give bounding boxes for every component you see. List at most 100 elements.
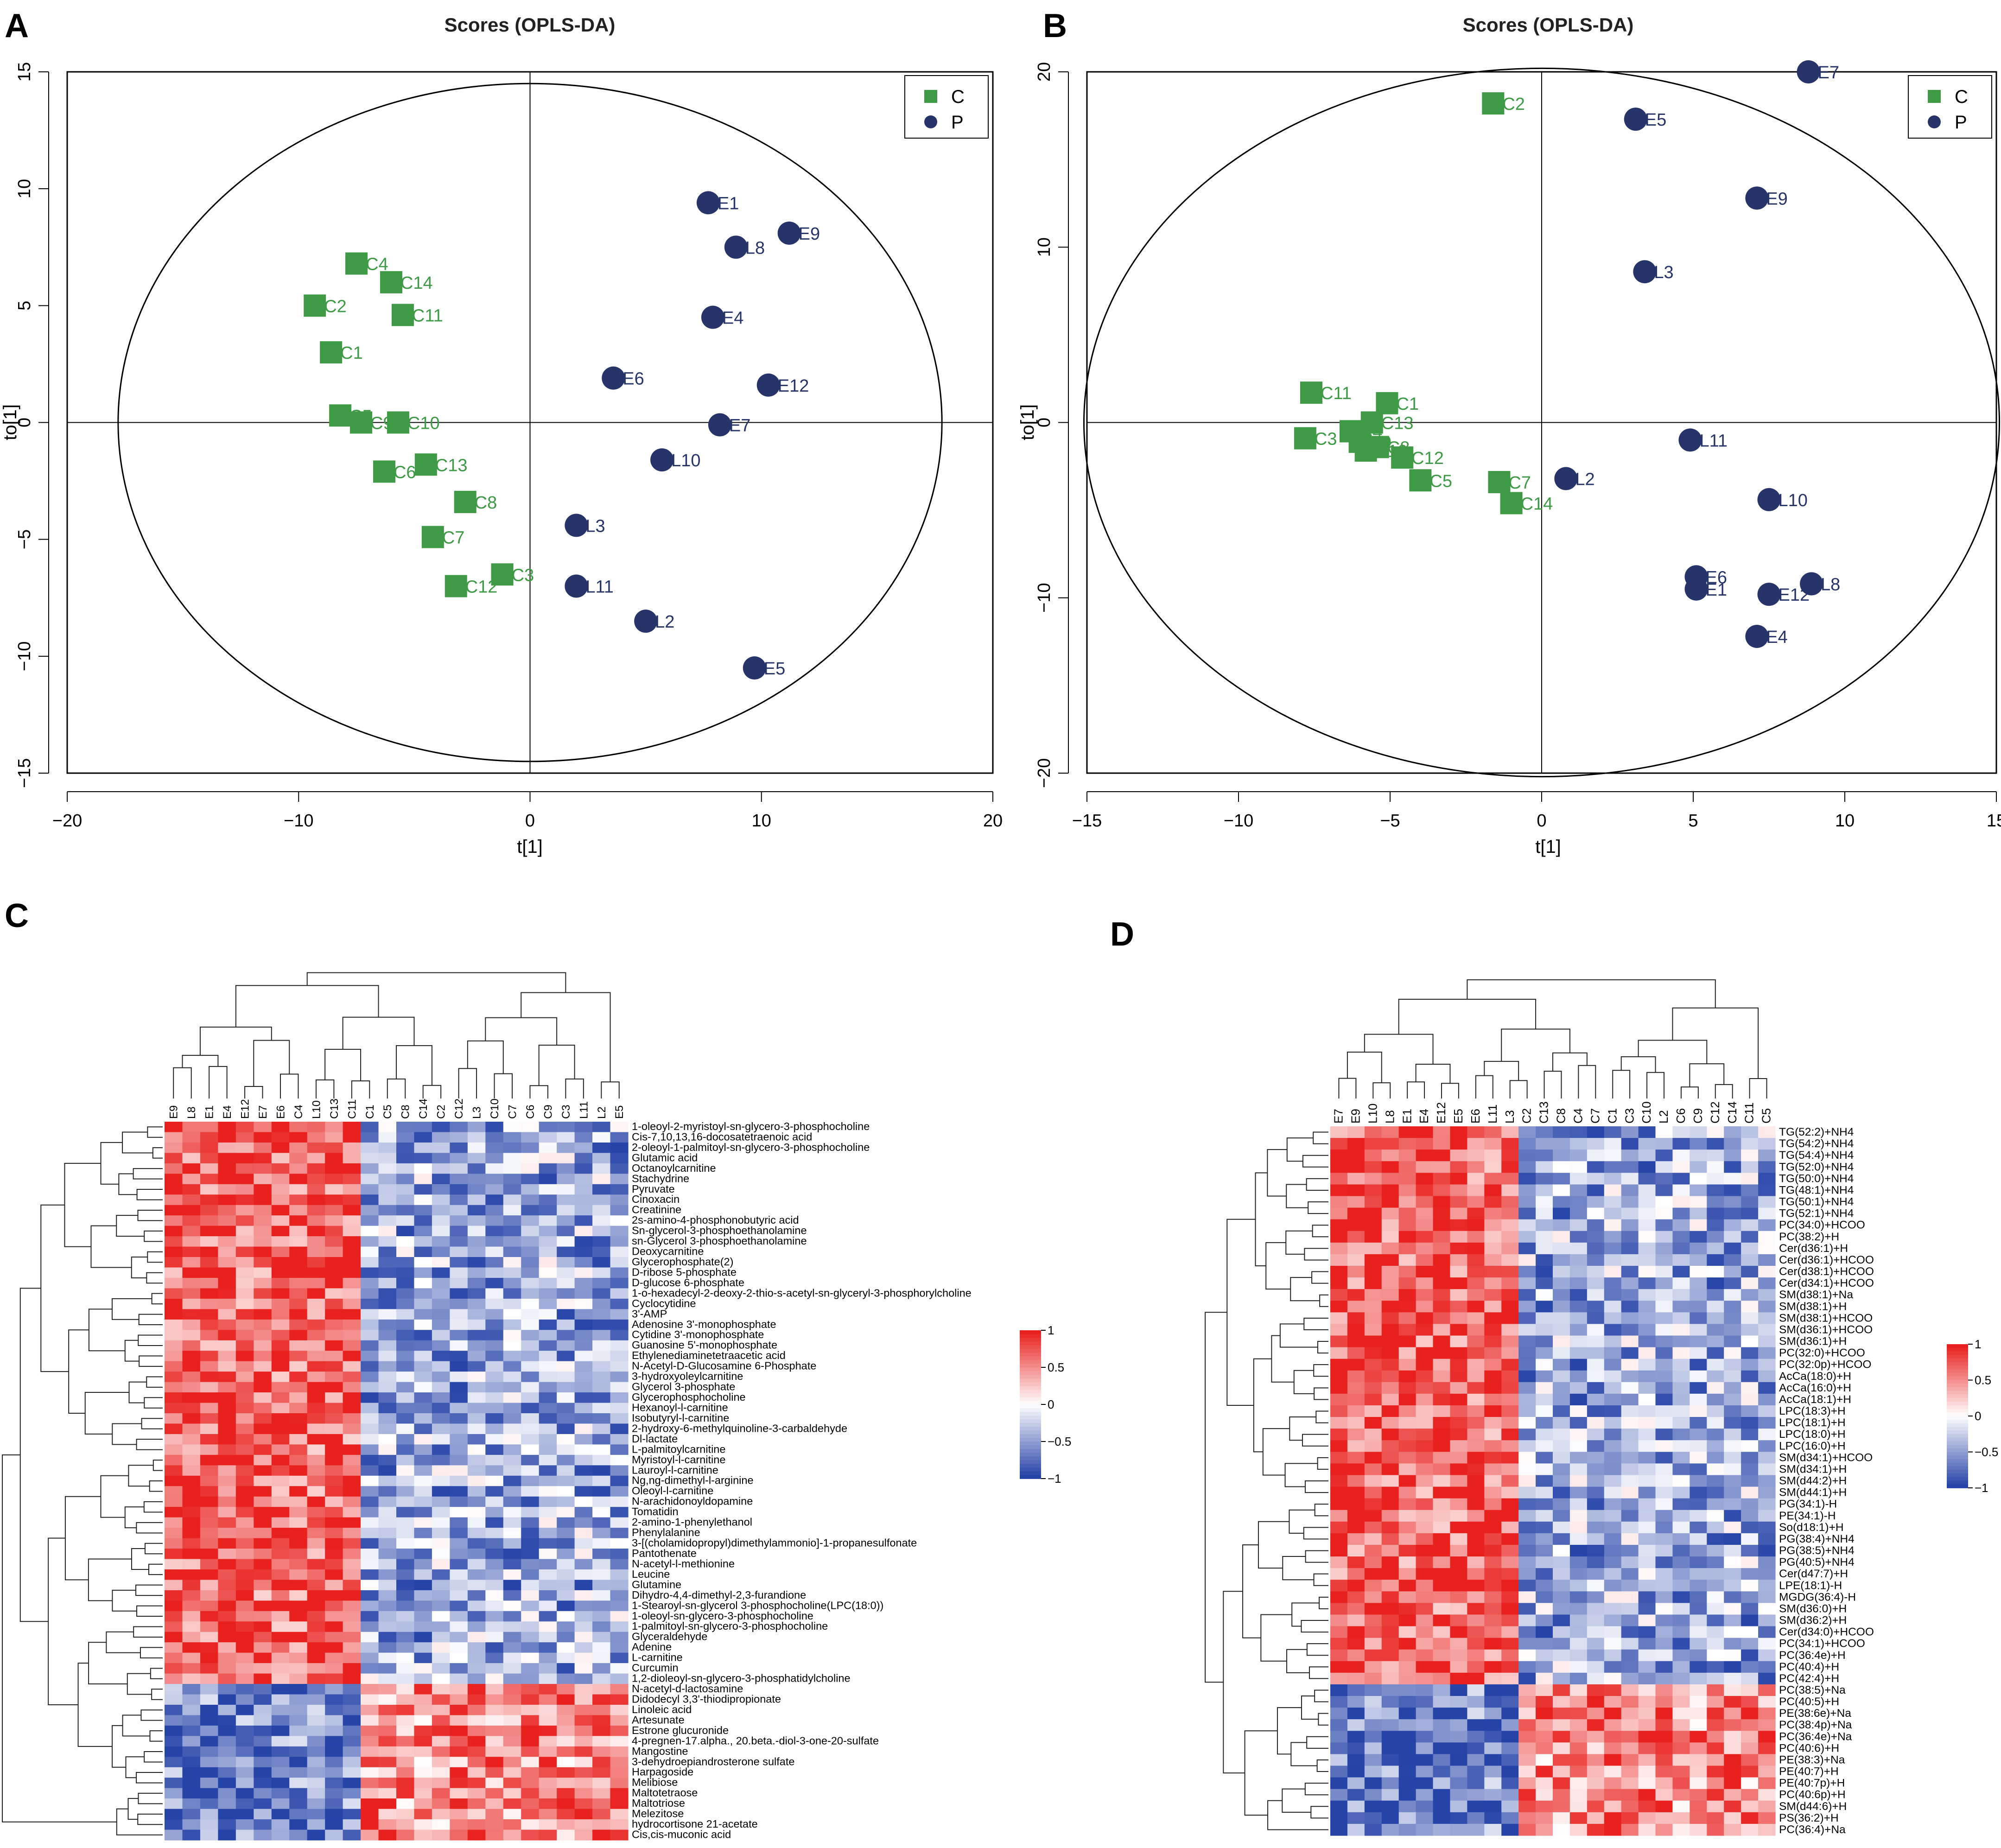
panel-d-cell	[1467, 1207, 1485, 1220]
panel-d-cell	[1433, 1301, 1451, 1313]
panel-d-cell	[1758, 1173, 1776, 1185]
panel-c-cell	[414, 1153, 432, 1164]
panel-c-cell	[450, 1829, 468, 1841]
panel-c-cell	[325, 1226, 343, 1237]
panel-c-cell	[557, 1715, 575, 1726]
panel-b-y-tick-label: 20	[1035, 62, 1054, 82]
panel-c-cell	[539, 1736, 557, 1747]
panel-c-cell	[361, 1163, 379, 1174]
panel-c-cell	[539, 1298, 557, 1309]
panel-c-cell	[450, 1340, 468, 1351]
panel-c-cell	[378, 1319, 397, 1330]
panel-d-cell	[1638, 1649, 1656, 1662]
panel-c-cell	[343, 1246, 361, 1257]
panel-c-cell	[450, 1694, 468, 1705]
panel-c-cell	[450, 1798, 468, 1810]
panel-d-cell	[1690, 1335, 1707, 1348]
panel-d-cell	[1347, 1184, 1365, 1197]
panel-c-cell	[289, 1184, 308, 1195]
panel-d-cell	[1553, 1405, 1570, 1417]
panel-d-cell	[1467, 1591, 1485, 1603]
panel-c-cell	[343, 1475, 361, 1486]
panel-c-cell	[361, 1704, 379, 1716]
panel-d-cell	[1621, 1184, 1639, 1197]
panel-c-cell	[610, 1809, 629, 1820]
panel-d-cell	[1330, 1219, 1348, 1232]
panel-d-cell	[1364, 1649, 1382, 1662]
panel-d-cell	[1330, 1417, 1348, 1429]
panel-d-cell	[1604, 1626, 1622, 1638]
panel-c-cell	[557, 1392, 575, 1403]
panel-c-cell	[200, 1132, 218, 1143]
panel-d-col-label-E6: E6	[1468, 1109, 1482, 1124]
panel-d-cell	[1587, 1382, 1605, 1394]
panel-c-cell	[503, 1309, 521, 1320]
panel-d-cell	[1690, 1486, 1707, 1499]
panel-d-cell	[1621, 1765, 1639, 1778]
panel-d-cell	[1518, 1312, 1536, 1324]
panel-c-cell	[485, 1142, 504, 1153]
panel-c-cell	[610, 1580, 629, 1591]
panel-c-cell	[574, 1319, 593, 1330]
panel-d-column-dendrogram-branch	[1612, 1070, 1631, 1099]
panel-c-cell	[307, 1652, 325, 1664]
panel-c-cell	[414, 1580, 432, 1591]
panel-c-cell	[200, 1496, 218, 1507]
panel-c-row-dendrogram-branch	[77, 1663, 113, 1747]
panel-d-cell	[1604, 1696, 1622, 1708]
panel-c-cell	[254, 1486, 272, 1497]
panel-c-cell	[485, 1507, 504, 1518]
panel-c-cell	[450, 1642, 468, 1653]
panel-d-cell	[1433, 1475, 1451, 1487]
panel-c-cell	[610, 1694, 629, 1705]
panel-d-cell	[1724, 1800, 1741, 1813]
panel-c-cell	[325, 1528, 343, 1539]
panel-c-cell	[235, 1715, 254, 1726]
panel-c-cell	[574, 1528, 593, 1539]
panel-c-row-dendrogram-branch	[147, 1126, 163, 1138]
panel-d-row-label: PC(40:5)+H	[1779, 1696, 1839, 1708]
panel-d-cell	[1690, 1823, 1707, 1836]
panel-c-cell	[539, 1330, 557, 1341]
panel-d-cell	[1467, 1277, 1485, 1289]
panel-c-row-label: Creatinine	[632, 1204, 681, 1216]
panel-d-cell	[1638, 1184, 1656, 1197]
panel-d-cell	[1690, 1440, 1707, 1452]
panel-c-cell	[271, 1736, 290, 1747]
panel-c-cell	[414, 1600, 432, 1612]
panel-d-cell	[1621, 1789, 1639, 1801]
panel-c-cell	[165, 1704, 183, 1716]
panel-c-cell	[610, 1330, 629, 1341]
panel-d-col-label-C3: C3	[1622, 1108, 1636, 1124]
panel-d-cell	[1536, 1812, 1553, 1824]
panel-d-cell	[1347, 1242, 1365, 1255]
panel-d-cell	[1621, 1265, 1639, 1278]
panel-a-point-E4	[701, 305, 724, 329]
panel-d-cell	[1741, 1335, 1759, 1348]
panel-c-cell	[165, 1309, 183, 1320]
panel-d-cell	[1621, 1591, 1639, 1603]
panel-c-cell	[254, 1205, 272, 1216]
panel-c-cell	[450, 1246, 468, 1257]
panel-c-cell	[235, 1746, 254, 1757]
panel-d-cell	[1536, 1521, 1553, 1534]
panel-c-cell	[165, 1153, 183, 1164]
panel-d-cell	[1398, 1347, 1417, 1359]
panel-d-cell	[1758, 1521, 1776, 1534]
panel-d-cell	[1553, 1823, 1570, 1836]
panel-d-cell	[1467, 1789, 1485, 1801]
panel-c-cell	[521, 1809, 540, 1820]
panel-d-cell	[1741, 1672, 1759, 1685]
panel-d-cell	[1621, 1138, 1639, 1150]
panel-c-cell	[574, 1309, 593, 1320]
panel-c-cell	[557, 1611, 575, 1622]
panel-d-cell	[1484, 1196, 1502, 1208]
panel-d-cell	[1416, 1149, 1434, 1162]
panel-c-cell	[450, 1361, 468, 1372]
panel-c-cell	[325, 1340, 343, 1351]
panel-c-row-dendrogram-branch	[152, 1460, 163, 1471]
panel-d-cell	[1758, 1231, 1776, 1243]
panel-d-cell	[1330, 1544, 1348, 1557]
panel-d-cell	[1707, 1184, 1724, 1197]
panel-d-cell	[1587, 1626, 1605, 1638]
